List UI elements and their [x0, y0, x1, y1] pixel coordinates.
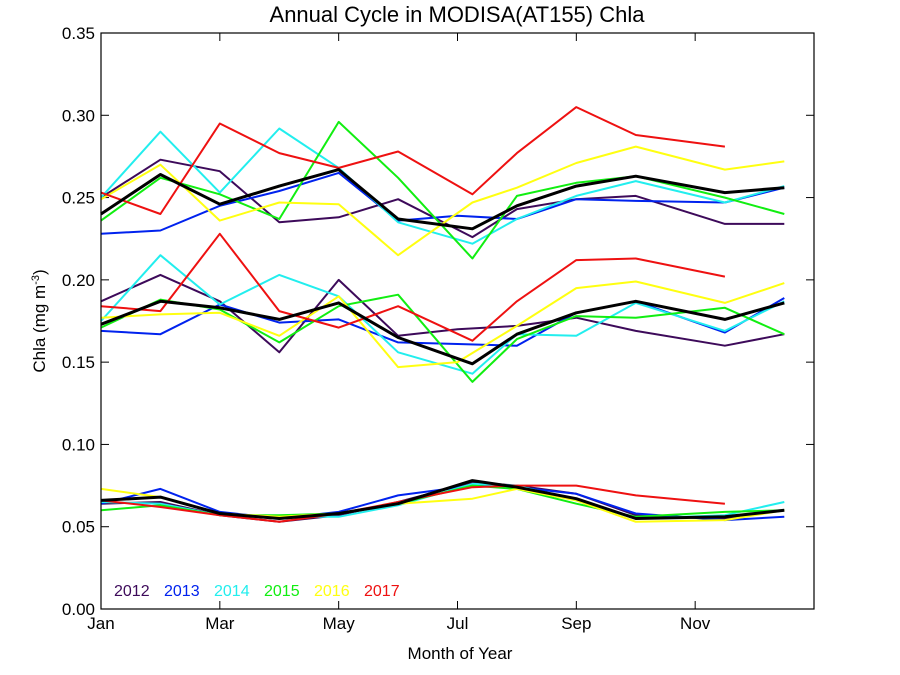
legend-entry-2016: 2016: [314, 583, 350, 600]
x-tick-label: May: [323, 614, 356, 633]
series-2017-upper-line: [100, 106, 726, 215]
y-tick-label: 0.10: [62, 435, 95, 454]
series-2016-upper-line: [100, 145, 785, 257]
y-tick-label: 0.35: [62, 24, 95, 43]
y-tick-label: 0.25: [62, 189, 95, 208]
legend-entry-2017: 2017: [364, 583, 400, 600]
y-tick-label: 0.05: [62, 518, 95, 537]
series-2014-upper-line: [100, 127, 785, 245]
series-2013-lower-line: [100, 484, 785, 522]
x-axis-title: Month of Year: [408, 644, 513, 663]
y-tick-label: 0.15: [62, 353, 95, 372]
series-2014-middle-line: [100, 254, 785, 375]
y-axis-title: Chla (mg m-3): [30, 269, 49, 372]
y-axis-title-superscript: -3: [30, 275, 42, 285]
x-tick-label: Nov: [680, 614, 711, 633]
x-tick-label: Jan: [87, 614, 114, 633]
x-tick-label: Sep: [561, 614, 591, 633]
mean-middle-line: [100, 299, 785, 366]
legend-entry-2012: 2012: [114, 583, 150, 600]
legend-entry-2013: 2013: [164, 583, 200, 600]
chart-title: Annual Cycle in MODISA(AT155) Chla: [270, 2, 646, 27]
plot-frame: [100, 32, 815, 610]
series-2015-upper-line: [100, 120, 785, 260]
series-2016-middle-line: [100, 280, 785, 369]
series-2013-middle-line: [100, 297, 785, 347]
x-tick-label: Mar: [205, 614, 235, 633]
axis-ticks: 0.00 0.05 0.10 0.15 0.20 0.25 0.30 0.35 Jan Mar Ma…: [62, 24, 814, 633]
legend-entry-2015: 2015: [264, 583, 300, 600]
series-2017-middle-line: [100, 232, 726, 342]
y-axis-title-close: ): [30, 269, 49, 275]
y-tick-label: 0.00: [62, 600, 95, 619]
series-lines: [100, 106, 785, 523]
mean-lower-line: [100, 479, 785, 520]
y-tick-label: 0.30: [62, 106, 95, 125]
x-tick-label: Jul: [447, 614, 469, 633]
legend: 2012 2013 2014 2015 2016 2017: [114, 583, 400, 600]
legend-entry-2014: 2014: [214, 583, 250, 600]
y-tick-label: 0.20: [62, 271, 95, 290]
mean-upper-line: [100, 168, 785, 231]
series-2017-lower-line: [100, 484, 725, 523]
y-axis-title-main: Chla (mg m: [30, 285, 49, 373]
